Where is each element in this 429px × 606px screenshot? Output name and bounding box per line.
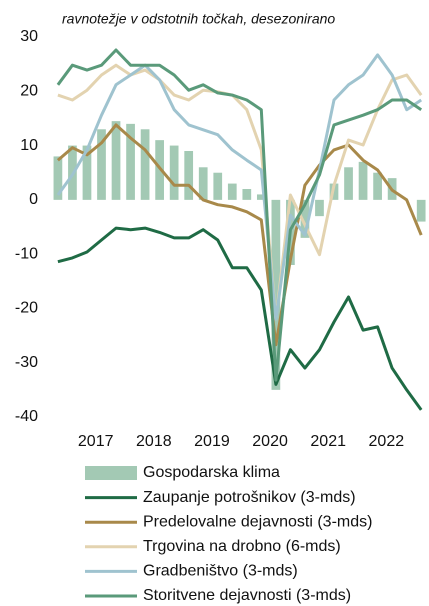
- bar: [300, 199, 310, 238]
- legend-label: Predelovalne dejavnosti (3-mds): [143, 513, 372, 530]
- y-tick-label: -30: [15, 354, 38, 371]
- legend-swatch: [85, 466, 137, 480]
- y-tick-label: 20: [20, 83, 38, 100]
- bar: [169, 145, 179, 200]
- bar: [315, 199, 324, 217]
- bar: [358, 161, 368, 200]
- y-tick-label: -20: [15, 300, 38, 317]
- bar: [227, 183, 237, 200]
- bar: [111, 121, 121, 200]
- bar: [344, 167, 353, 200]
- bar: [53, 156, 63, 200]
- x-tick-label: 2021: [310, 433, 346, 450]
- x-tick-label: 2022: [369, 433, 405, 450]
- legend-label: Gospodarska klima: [143, 464, 280, 481]
- bar: [271, 199, 281, 390]
- series-line: [56, 123, 423, 347]
- bar: [184, 151, 194, 200]
- y-tick-label: 10: [20, 137, 38, 154]
- bar: [126, 123, 135, 200]
- bar: [213, 172, 223, 200]
- x-tick-label: 2020: [252, 433, 288, 450]
- bar: [97, 129, 106, 200]
- legend-label: Storitvene dejavnosti (3-mds): [143, 587, 351, 604]
- bar: [242, 189, 252, 200]
- x-tick-label: 2018: [136, 433, 172, 450]
- series-line: [57, 63, 423, 321]
- y-tick-label: -40: [15, 408, 38, 425]
- series-line: [56, 48, 423, 382]
- x-tick-label: 2017: [78, 433, 114, 450]
- bar: [140, 129, 150, 200]
- y-tick-label: 0: [29, 191, 38, 208]
- y-tick-label: 30: [20, 28, 38, 45]
- series-line: [56, 53, 423, 321]
- bar: [198, 167, 208, 200]
- legend-label: Zaupanje potrošnikov (3-mds): [143, 489, 356, 506]
- bar: [82, 145, 92, 200]
- legend-label: Gradbeništvo (3-mds): [143, 563, 298, 580]
- series-line: [57, 226, 423, 411]
- legend-label: Trgovina na drobno (6-mds): [143, 538, 341, 555]
- bar: [373, 172, 382, 200]
- bar: [416, 199, 426, 222]
- x-tick-label: 2019: [194, 433, 230, 450]
- y-tick-label: -10: [15, 245, 38, 262]
- bar: [256, 194, 266, 200]
- chart-title: ravnotežje v odstotnih točkah, desezonir…: [62, 11, 335, 27]
